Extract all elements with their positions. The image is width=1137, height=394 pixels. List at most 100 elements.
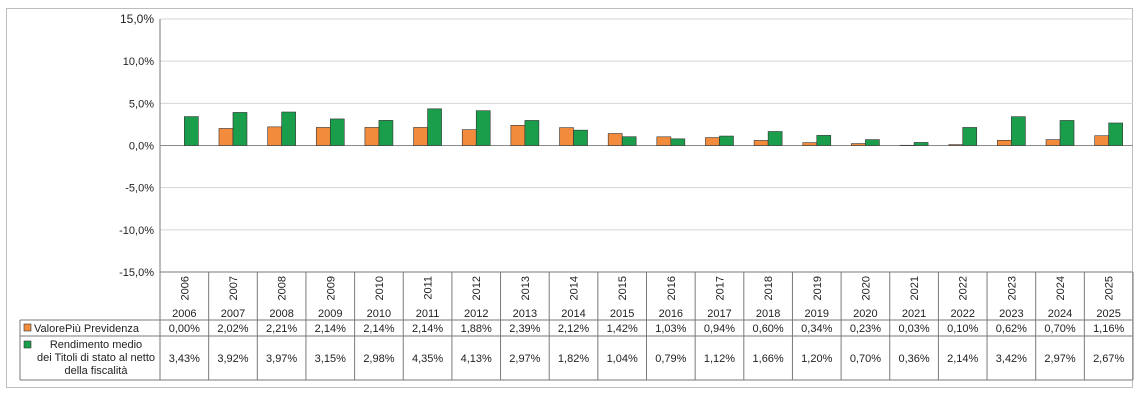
cell-titoli-stato: 1,66% bbox=[753, 353, 784, 365]
cell-titoli-stato: 4,35% bbox=[412, 353, 443, 365]
bar-valorepiu bbox=[413, 127, 428, 146]
table-header-year: 2008 bbox=[269, 308, 293, 320]
bar-valorepiu bbox=[559, 127, 574, 146]
bar-valorepiu bbox=[461, 129, 477, 146]
bar-valorepiu bbox=[267, 126, 282, 146]
x-tick-label: 2014 bbox=[569, 276, 581, 300]
legend-label-titoli-stato: Rendimento medio bbox=[50, 339, 142, 351]
bar-valorepiu bbox=[1094, 135, 1109, 146]
x-tick-label: 2017 bbox=[714, 276, 726, 300]
bar-valorepiu bbox=[218, 128, 234, 146]
cell-titoli-stato: 1,04% bbox=[607, 353, 638, 365]
table-header-year: 2011 bbox=[416, 308, 440, 320]
x-tick-label: 2019 bbox=[812, 276, 824, 300]
bar-valorepiu bbox=[948, 144, 964, 146]
y-tick-label: -5,0% bbox=[125, 183, 154, 195]
x-tick-label: 2024 bbox=[1055, 276, 1067, 300]
bar-titoli-stato bbox=[1059, 120, 1075, 146]
cell-valorepiu: 0,70% bbox=[1044, 323, 1075, 335]
legend-label-valorepiu: ValorePiù Previdenza bbox=[34, 323, 140, 335]
table-header-year: 2018 bbox=[756, 308, 780, 320]
cell-valorepiu: 0,94% bbox=[704, 323, 735, 335]
x-tick-label: 2022 bbox=[958, 276, 970, 300]
y-tick-label: 10,0% bbox=[123, 56, 154, 68]
x-tick-label: 2007 bbox=[228, 276, 240, 300]
legend-label-titoli-stato: della fiscalità bbox=[65, 365, 129, 377]
bar-valorepiu bbox=[802, 142, 818, 146]
table-header-year: 2009 bbox=[318, 308, 342, 320]
cell-titoli-stato: 3,97% bbox=[266, 353, 297, 365]
cell-titoli-stato: 0,36% bbox=[898, 353, 929, 365]
cell-valorepiu: 2,21% bbox=[266, 323, 297, 335]
cell-valorepiu: 1,16% bbox=[1093, 323, 1124, 335]
cell-titoli-stato: 3,15% bbox=[315, 353, 346, 365]
table-header-year: 2024 bbox=[1048, 308, 1072, 320]
cell-titoli-stato: 0,79% bbox=[655, 353, 686, 365]
bar-titoli-stato bbox=[913, 142, 929, 146]
cell-valorepiu: 0,60% bbox=[753, 323, 784, 335]
table-header-year: 2014 bbox=[561, 308, 585, 320]
table-header-year: 2022 bbox=[950, 308, 974, 320]
x-tick-label: 2015 bbox=[617, 276, 629, 300]
cell-valorepiu: 0,03% bbox=[898, 323, 929, 335]
x-tick-label: 2011 bbox=[423, 276, 435, 300]
cell-titoli-stato: 3,43% bbox=[169, 353, 200, 365]
bar-titoli-stato bbox=[719, 135, 734, 146]
bar-valorepiu bbox=[851, 143, 866, 146]
bar-valorepiu bbox=[997, 139, 1012, 146]
bar-titoli-stato bbox=[816, 135, 832, 146]
bar-titoli-stato bbox=[962, 127, 978, 146]
x-tick-label: 2009 bbox=[325, 276, 337, 300]
table-header-year: 2021 bbox=[902, 308, 926, 320]
cell-valorepiu: 1,42% bbox=[607, 323, 638, 335]
table-header-year: 2012 bbox=[464, 308, 488, 320]
table-header-year: 2010 bbox=[367, 308, 391, 320]
table-header-year: 2015 bbox=[610, 308, 634, 320]
cell-valorepiu: 2,02% bbox=[217, 323, 248, 335]
bar-titoli-stato bbox=[427, 108, 442, 146]
legend-key-titoli-stato bbox=[23, 340, 32, 349]
bar-titoli-stato bbox=[865, 139, 880, 146]
x-tick-label: 2023 bbox=[1006, 276, 1018, 300]
x-tick-label: 2016 bbox=[666, 276, 678, 300]
table-header-year: 2013 bbox=[513, 308, 537, 320]
bar-titoli-stato bbox=[475, 110, 491, 146]
cell-valorepiu: 2,14% bbox=[363, 323, 394, 335]
bar-valorepiu bbox=[753, 140, 769, 146]
cell-titoli-stato: 1,20% bbox=[801, 353, 832, 365]
bar-titoli-stato bbox=[281, 111, 296, 146]
table-header-year: 2017 bbox=[707, 308, 731, 320]
cell-titoli-stato: 3,42% bbox=[996, 353, 1027, 365]
table-header-year: 2007 bbox=[221, 308, 245, 320]
y-tick-label: -15,0% bbox=[119, 267, 154, 279]
cell-valorepiu: 1,03% bbox=[655, 323, 686, 335]
x-tick-label: 2020 bbox=[860, 276, 872, 300]
cell-titoli-stato: 1,82% bbox=[558, 353, 589, 365]
bar-titoli-stato bbox=[524, 120, 540, 146]
cell-titoli-stato: 2,98% bbox=[363, 353, 394, 365]
cell-titoli-stato: 2,97% bbox=[1044, 353, 1075, 365]
cell-valorepiu: 2,12% bbox=[558, 323, 589, 335]
legend-label-titoli-stato: dei Titoli di stato al netto bbox=[37, 352, 155, 364]
cell-valorepiu: 0,23% bbox=[850, 323, 881, 335]
bar-titoli-stato bbox=[378, 120, 394, 146]
cell-valorepiu: 0,62% bbox=[996, 323, 1027, 335]
bar-titoli-stato bbox=[1011, 116, 1026, 146]
x-tick-label: 2021 bbox=[909, 276, 921, 300]
bar-titoli-stato bbox=[621, 136, 637, 146]
table-header-year: 2019 bbox=[805, 308, 829, 320]
cell-titoli-stato: 2,97% bbox=[509, 353, 540, 365]
bar-titoli-stato bbox=[670, 138, 686, 146]
cell-titoli-stato: 3,92% bbox=[217, 353, 248, 365]
cell-valorepiu: 2,39% bbox=[509, 323, 540, 335]
cell-valorepiu: 0,34% bbox=[801, 323, 832, 335]
cell-titoli-stato: 0,70% bbox=[850, 353, 881, 365]
bar-valorepiu bbox=[315, 127, 331, 146]
x-tick-label: 2006 bbox=[179, 276, 191, 300]
x-tick-label: 2012 bbox=[471, 276, 483, 300]
x-tick-label: 2018 bbox=[763, 276, 775, 300]
cell-valorepiu: 2,14% bbox=[315, 323, 346, 335]
y-tick-label: 0,0% bbox=[129, 141, 154, 153]
table-header-year: 2016 bbox=[659, 308, 683, 320]
